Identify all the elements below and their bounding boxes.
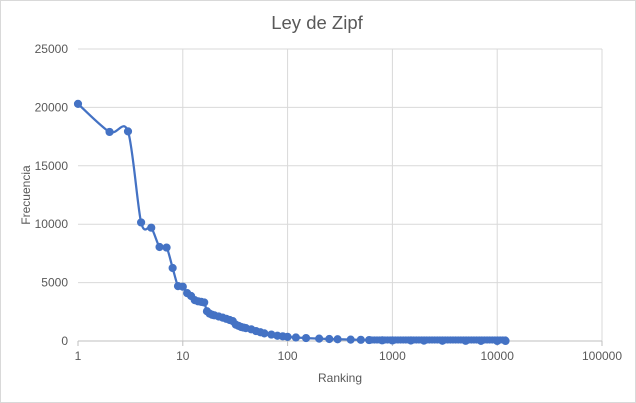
data-point — [325, 334, 334, 344]
x-tick-label: 1 — [75, 349, 82, 363]
data-point — [501, 336, 509, 344]
x-tick-label: 100000 — [582, 349, 622, 363]
series-points — [73, 99, 510, 346]
data-point — [105, 127, 114, 137]
data-point — [162, 243, 171, 252]
data-point — [147, 223, 156, 232]
x-axis-label: Ranking — [318, 371, 362, 385]
y-axis-label: Frecuencia — [19, 165, 33, 225]
gridlines — [78, 48, 603, 341]
data-point — [155, 242, 164, 252]
data-point — [73, 99, 83, 109]
x-tick-label: 10000 — [481, 349, 515, 363]
y-tick-label: 0 — [61, 334, 68, 348]
y-tick-label: 20000 — [35, 100, 69, 114]
y-tick-label: 5000 — [41, 276, 68, 290]
data-point — [178, 282, 187, 291]
data-point — [283, 332, 292, 342]
data-point — [200, 298, 209, 307]
x-tick-label: 1000 — [379, 349, 406, 363]
x-axis-ticks: 1 10 100 1000 10000 100000 — [75, 341, 622, 363]
data-point — [346, 335, 355, 344]
data-point — [315, 334, 324, 343]
data-point — [123, 127, 133, 136]
y-tick-label: 10000 — [35, 217, 69, 231]
data-point — [137, 218, 146, 227]
data-point — [301, 333, 311, 343]
chart-title: Ley de Zipf — [271, 12, 363, 33]
data-point — [168, 263, 177, 273]
y-tick-label: 15000 — [35, 159, 69, 173]
data-point — [333, 335, 342, 344]
data-point — [291, 333, 300, 342]
y-tick-label: 25000 — [35, 42, 69, 56]
x-tick-label: 10 — [176, 349, 190, 363]
y-axis-ticks: 0 5000 10000 15000 20000 25000 — [35, 42, 69, 348]
data-point — [260, 329, 269, 338]
x-tick-label: 100 — [278, 349, 298, 363]
data-point — [356, 335, 365, 344]
